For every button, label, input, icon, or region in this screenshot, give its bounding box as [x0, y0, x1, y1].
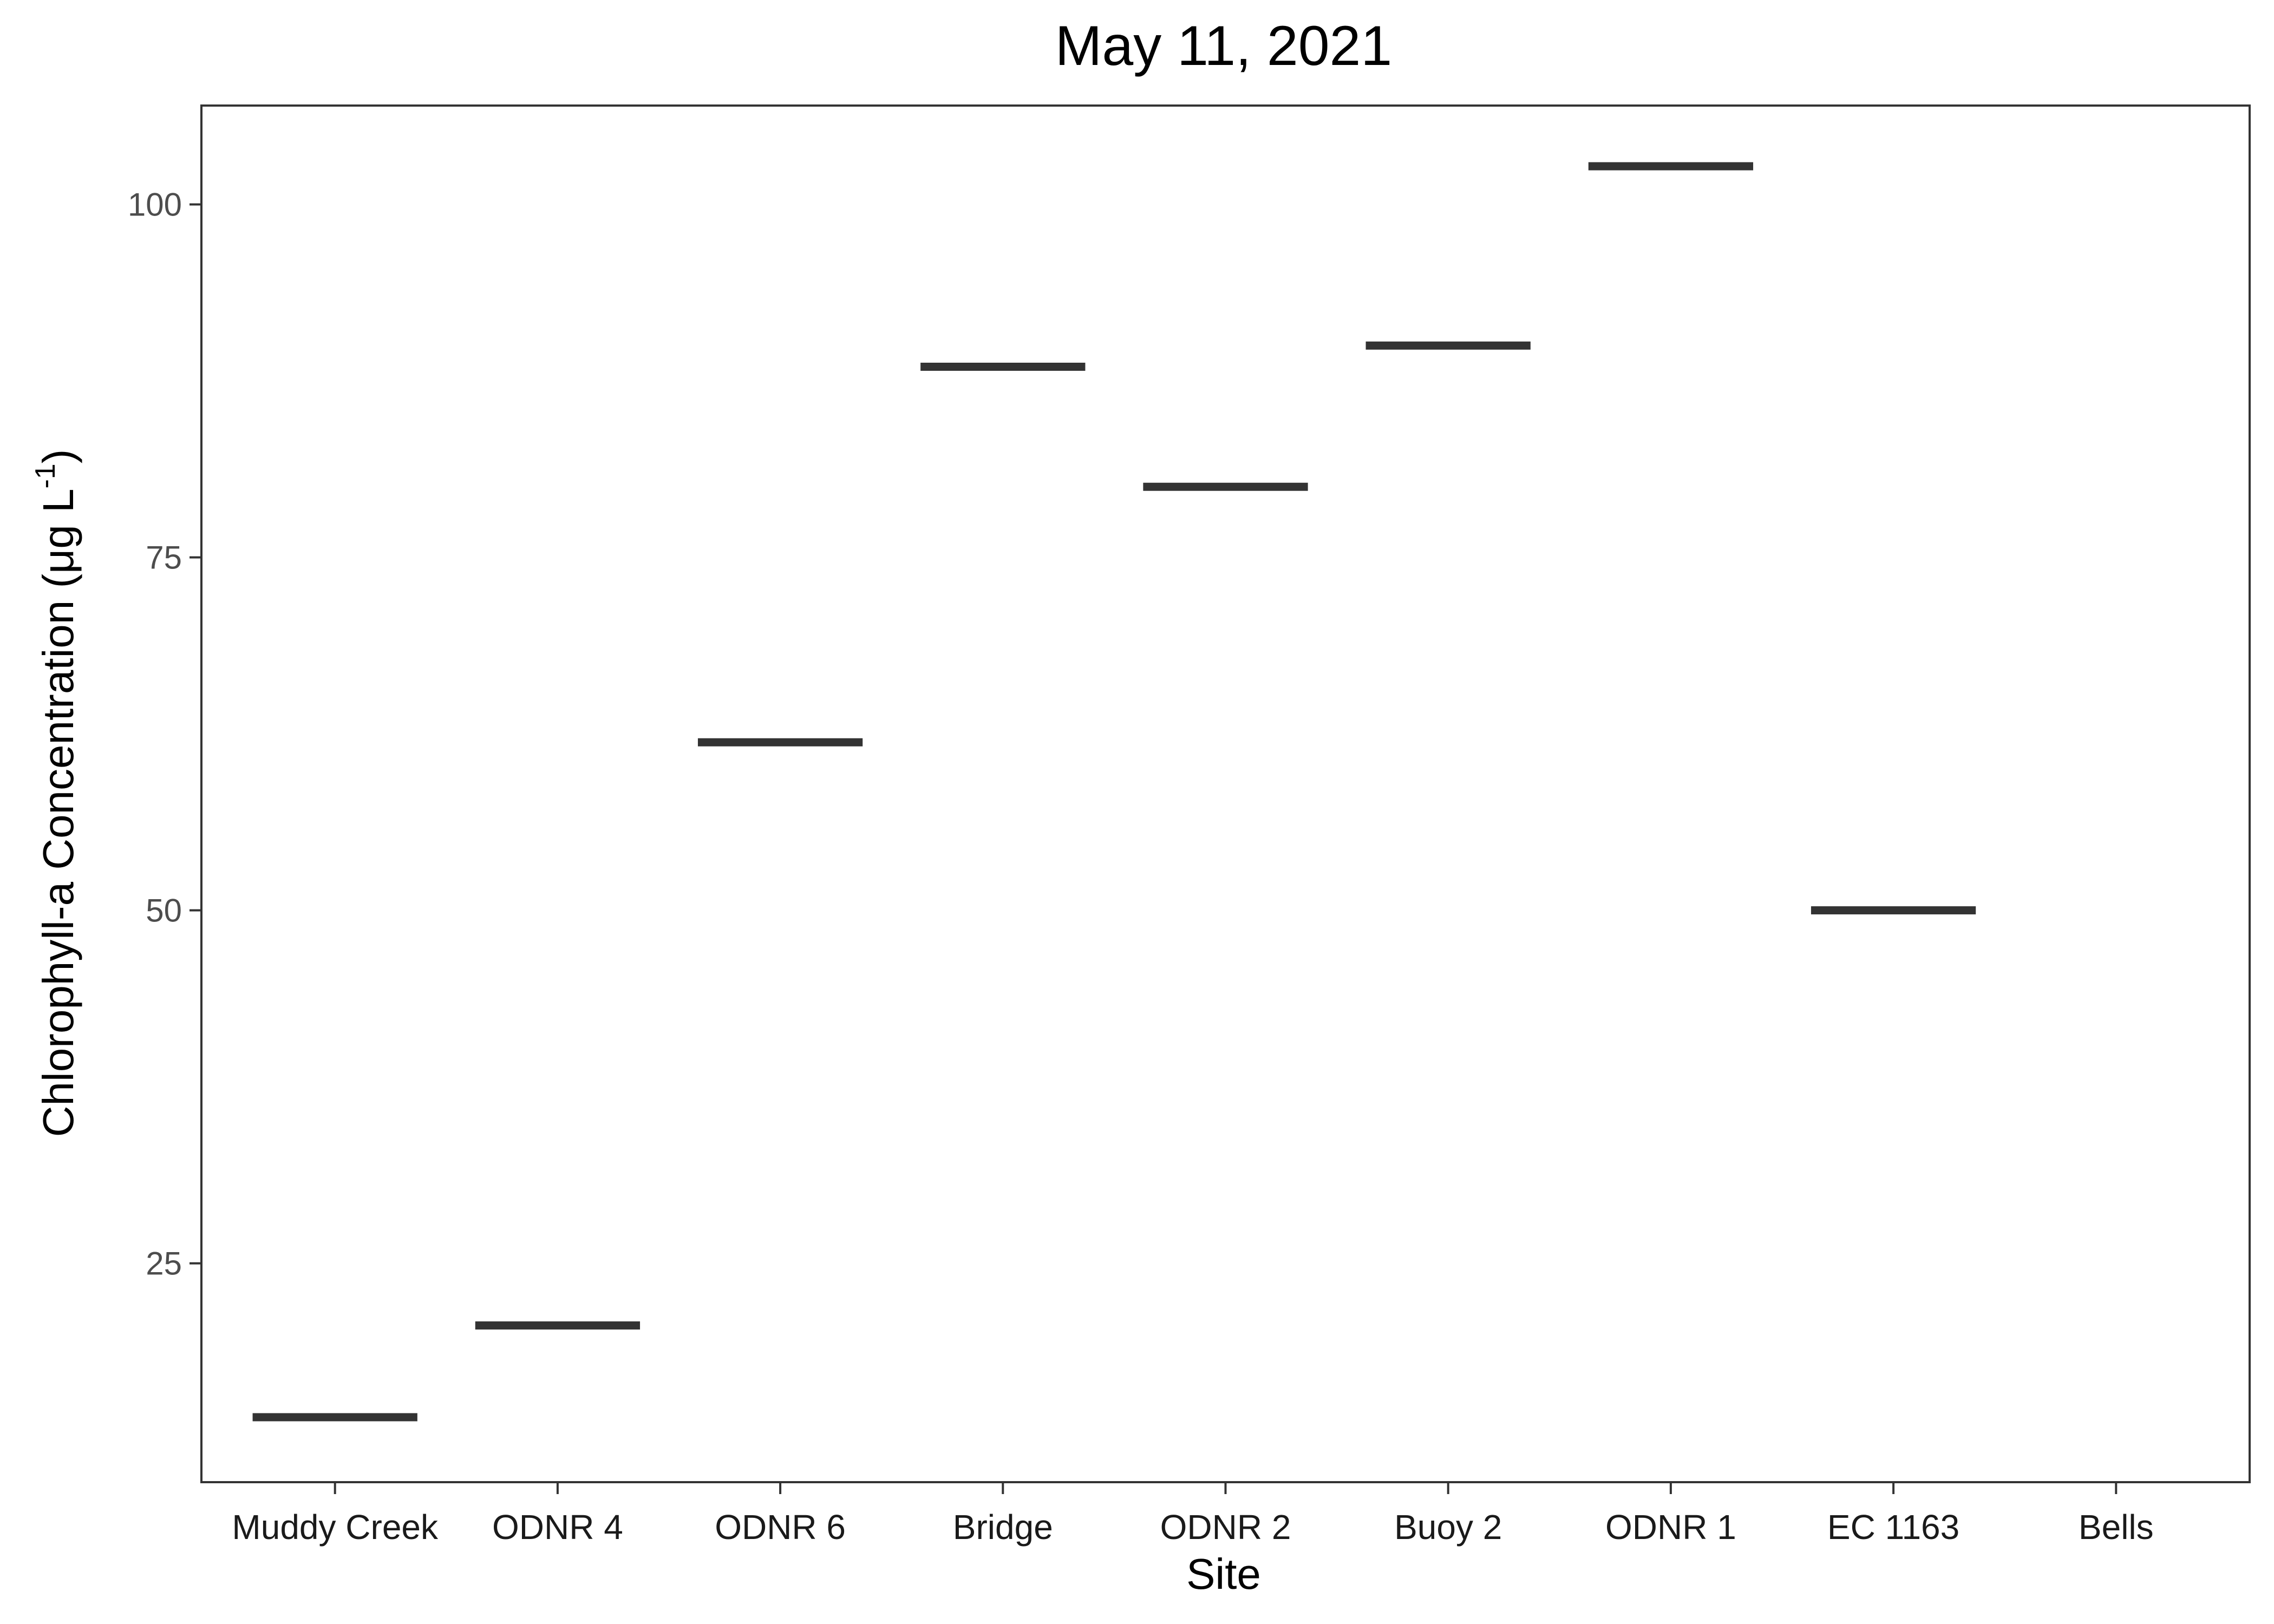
y-tick-label: 50: [146, 893, 182, 929]
y-axis-title-close: ): [34, 449, 82, 464]
data-marks: [252, 162, 1976, 1422]
x-axis-title: Site: [1186, 1550, 1261, 1598]
y-tick-label: 100: [128, 187, 182, 223]
x-tick-label: Muddy Creek: [232, 1508, 439, 1547]
x-axis: Muddy Creek ODNR 4 ODNR 6 Bridge ODNR 2 Buoy …: [232, 1482, 2154, 1547]
x-tick-label: ODNR 2: [1160, 1508, 1291, 1547]
x-tick-label: Bridge: [953, 1508, 1053, 1547]
x-tick-label: Buoy 2: [1394, 1508, 1502, 1547]
y-axis-title: Chlorophyll-a Concentration (μg L-1): [30, 449, 82, 1137]
x-tick-label: Bells: [2079, 1508, 2154, 1547]
chart-title: May 11, 2021: [1055, 15, 1392, 77]
x-tick-label: ODNR 4: [492, 1508, 623, 1547]
y-tick-label: 25: [146, 1246, 182, 1282]
y-axis-title-main: Chlorophyll-a Concentration (μg L: [34, 489, 82, 1137]
panel-border: [200, 104, 2251, 1483]
y-axis: 25 50 75 100: [128, 187, 201, 1282]
x-tick-label: EC 1163: [1827, 1508, 1959, 1547]
y-tick-label: 75: [146, 540, 182, 576]
y-axis-title-superscript: -1: [30, 463, 61, 488]
x-tick-label: ODNR 1: [1605, 1508, 1736, 1547]
x-tick-label: ODNR 6: [715, 1508, 846, 1547]
